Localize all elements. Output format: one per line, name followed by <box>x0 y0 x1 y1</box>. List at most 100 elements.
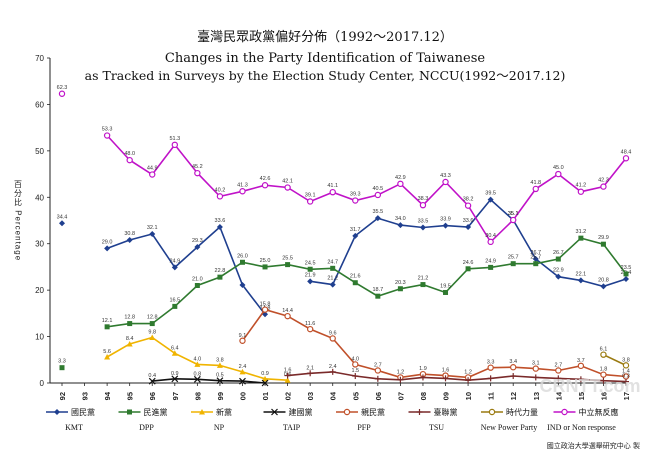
data-point <box>577 188 585 195</box>
data-point <box>194 243 201 250</box>
legend-item-new-power-party: 時代力量 New Power Party <box>481 407 538 432</box>
legend-label-zh: 建國黨 <box>289 407 313 417</box>
data-label: 42.9 <box>395 175 406 181</box>
marker-stroke <box>148 377 156 385</box>
data-point <box>622 362 630 369</box>
data-label: 48.4 <box>621 149 632 155</box>
data-label: 26.7 <box>553 250 564 256</box>
data-point <box>329 335 336 342</box>
data-label: 21.0 <box>192 277 203 283</box>
data-label: 22.9 <box>553 268 564 274</box>
data-label: 29.3 <box>192 238 203 244</box>
data-point <box>600 283 607 290</box>
data-label: 1.5 <box>351 368 359 374</box>
data-label: 2.7 <box>374 362 382 368</box>
data-label: 34.0 <box>395 216 406 222</box>
data-label: 4.0 <box>194 356 202 362</box>
data-label: 12.8 <box>147 315 158 321</box>
data-point <box>397 376 404 383</box>
x-tick-label: 96 <box>148 392 157 400</box>
data-label: 14.4 <box>282 308 293 314</box>
data-label: 0.4 <box>148 373 156 379</box>
data-label: 1.9 <box>419 366 427 372</box>
marker-stroke <box>216 377 224 385</box>
data-point <box>623 271 629 277</box>
data-point <box>284 184 291 191</box>
data-point <box>464 202 472 209</box>
data-label: 2.4 <box>329 364 337 370</box>
data-label: 24.9 <box>485 258 496 264</box>
data-point <box>329 368 336 375</box>
data-label: 18.7 <box>372 287 383 293</box>
data-label: 19.5 <box>440 283 451 289</box>
data-point <box>193 375 201 383</box>
data-label: 1.2 <box>464 369 472 375</box>
data-point <box>352 373 359 380</box>
marker-stroke <box>171 375 179 383</box>
data-point <box>465 377 472 384</box>
data-label: 5.6 <box>103 349 111 355</box>
data-point <box>285 262 291 268</box>
x-tick-label: 00 <box>238 392 247 400</box>
legend-swatch-marker <box>488 408 496 416</box>
x-tick-label: 93 <box>81 392 90 400</box>
data-point <box>419 201 427 209</box>
legend-label-zh: 新黨 <box>216 407 232 417</box>
y-tick-label: 10 <box>35 333 44 342</box>
data-label: 39.1 <box>305 192 316 198</box>
data-label: 3.8 <box>216 357 224 363</box>
data-point <box>239 188 246 195</box>
data-point <box>307 278 314 285</box>
data-label: 23.5 <box>621 265 632 271</box>
data-label: 41.2 <box>576 183 587 189</box>
watermark: CRNTT.com <box>539 376 640 396</box>
series-np: 5.68.49.86.44.03.82.40.90.6 <box>103 330 291 383</box>
legend-swatch-marker <box>199 409 205 415</box>
data-label: 20.8 <box>598 277 609 283</box>
y-tick-label: 40 <box>35 193 44 202</box>
data-label: 33.6 <box>463 218 474 224</box>
data-point <box>104 354 111 360</box>
data-point <box>420 282 426 288</box>
series-line <box>287 371 627 383</box>
chart-legend: 國民黨 KMT 民進黨 DPP 新黨 NP 建國黨 TAIP 親民黨 PFP 臺聯黨 TSU 時代力量 N… <box>46 407 619 432</box>
data-label: 45.2 <box>192 164 203 170</box>
data-point <box>104 324 110 330</box>
series-ind-or-non-response: 62.3 53.3 48.0 44.9 51.3 45.2 40.2 41.3 42.6 42.1… <box>57 85 632 246</box>
series-layer: 34.429.030.832.124.929.333.614.821.921.2… <box>57 85 632 387</box>
data-point <box>194 361 201 367</box>
data-point <box>352 232 359 239</box>
data-point <box>555 375 562 382</box>
data-label: 22.8 <box>215 268 226 274</box>
data-point <box>126 156 133 164</box>
data-label: 39.3 <box>350 192 361 198</box>
data-point <box>442 178 449 186</box>
legend-item-ind-or-non-response: 中立無反應 IND or Non response <box>547 407 618 432</box>
data-label: 41.3 <box>237 182 248 188</box>
data-label: 29.9 <box>598 235 609 241</box>
data-label: 35.1 <box>508 211 519 217</box>
y-tick-label: 0 <box>40 379 45 388</box>
legend-swatch-marker <box>416 409 423 415</box>
data-point <box>555 367 562 374</box>
data-label: 25.5 <box>282 256 293 262</box>
data-label: 21.6 <box>350 274 361 280</box>
data-label: 15.8 <box>260 302 271 308</box>
data-point <box>532 365 539 372</box>
data-label: 0.9 <box>261 371 269 377</box>
data-label: 41.8 <box>530 180 541 186</box>
data-label: 0.8 <box>194 371 202 377</box>
data-point <box>623 276 629 282</box>
data-label: 4.0 <box>351 356 359 362</box>
data-label: 25.7 <box>530 255 541 261</box>
data-label: 31.2 <box>576 229 587 235</box>
data-point <box>555 170 562 178</box>
data-label: 16.5 <box>169 297 180 303</box>
data-point <box>59 220 65 227</box>
data-label: 51.3 <box>169 136 180 142</box>
data-point <box>374 215 381 222</box>
data-point <box>171 375 179 383</box>
y-tick-label: 20 <box>35 286 44 295</box>
data-point <box>578 235 584 241</box>
legend-item-kmt: 國民黨 KMT <box>46 407 95 432</box>
